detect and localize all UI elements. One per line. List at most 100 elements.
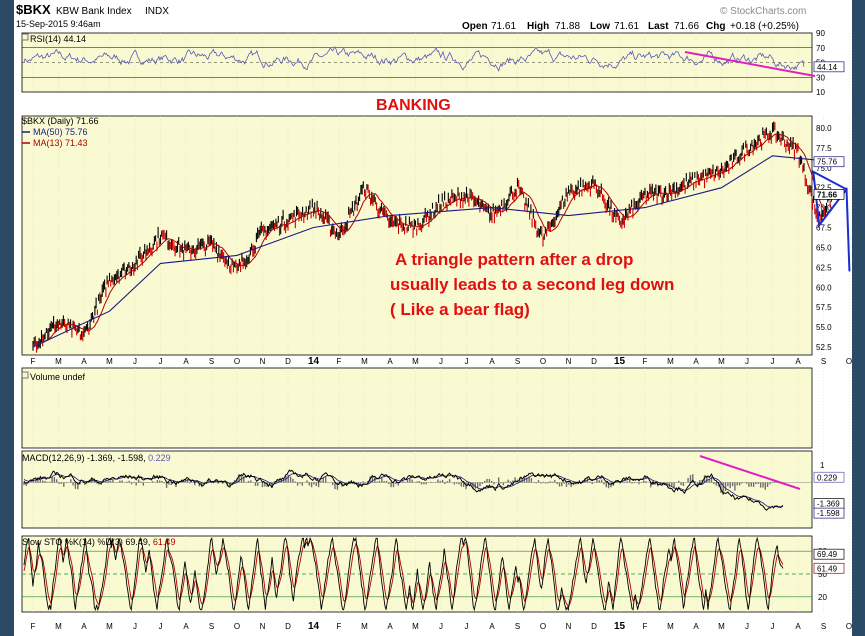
rsi-value-tag-text: 44.14 xyxy=(817,63,838,72)
x-tick-label-top: M xyxy=(412,357,419,366)
open-value: 71.61 xyxy=(491,21,516,32)
price-y-tick: 52.5 xyxy=(816,343,832,352)
macd-hist-tag-text: 0.229 xyxy=(817,473,838,482)
high-value: 71.88 xyxy=(555,21,580,32)
x-tick-label-bottom: D xyxy=(591,622,597,631)
x-tick-label-top: M xyxy=(106,357,113,366)
x-tick-label-top: O xyxy=(846,357,852,366)
index-name: KBW Bank Index xyxy=(56,6,132,17)
x-tick-label-top: A xyxy=(183,357,189,366)
sto-label: Slow STO %K(14) %D(3) 69.49, 61.49 xyxy=(22,537,175,547)
price-y-tick: 60.0 xyxy=(816,283,832,292)
symbol-label: $BKX xyxy=(16,2,51,17)
x-tick-label-bottom: 15 xyxy=(614,621,626,632)
sto-k-tag-text: 69.49 xyxy=(817,550,838,559)
note-line-3: ( Like a bear flag) xyxy=(390,300,530,319)
macd-value-tag-text: -1.369 xyxy=(817,500,840,509)
x-tick-label-top: A xyxy=(693,357,699,366)
x-tick-label-top: D xyxy=(591,357,597,366)
timestamp: 15-Sep-2015 9:46am xyxy=(16,19,101,29)
rsi-y-tick: 90 xyxy=(816,29,825,38)
x-tick-label-bottom: A xyxy=(795,622,801,631)
open-label: Open xyxy=(462,21,488,32)
macd-y-tick: 1 xyxy=(820,461,825,470)
low-label: Low xyxy=(590,21,610,32)
x-tick-label-bottom: N xyxy=(260,622,266,631)
x-tick-label-bottom: S xyxy=(209,622,214,631)
x-tick-label-bottom: O xyxy=(234,622,240,631)
x-tick-label-bottom: S xyxy=(821,622,826,631)
x-tick-label-top: S xyxy=(821,357,826,366)
x-tick-label-top: J xyxy=(439,357,443,366)
x-tick-label-bottom: F xyxy=(337,622,342,631)
price-y-tick: 57.5 xyxy=(816,303,832,312)
x-tick-label-top: M xyxy=(55,357,62,366)
x-tick-label-bottom: M xyxy=(667,622,674,631)
x-tick-label-bottom: O xyxy=(846,622,852,631)
price-y-tick: 62.5 xyxy=(816,263,832,272)
last-label: Last xyxy=(648,21,669,32)
rsi-y-tick: 70 xyxy=(816,44,825,53)
chg-value: +0.18 (+0.25%) xyxy=(730,21,799,32)
price-y-tick: 65.0 xyxy=(816,243,832,252)
x-tick-label-bottom: M xyxy=(106,622,113,631)
price-value-tag-text: 71.66 xyxy=(817,190,838,199)
x-tick-label-top: F xyxy=(643,357,648,366)
x-tick-label-top: J xyxy=(771,357,775,366)
price-y-tick: 80.0 xyxy=(816,124,832,133)
x-tick-label-bottom: J xyxy=(771,622,775,631)
x-tick-label-top: A xyxy=(795,357,801,366)
rsi-label: RSI(14) 44.14 xyxy=(30,34,86,44)
x-tick-label-bottom: M xyxy=(412,622,419,631)
x-tick-label-bottom: A xyxy=(693,622,699,631)
price-y-tick: 55.0 xyxy=(816,323,832,332)
x-tick-label-bottom: 14 xyxy=(308,621,320,632)
quote-row: Open 71.61 High 71.88 Low 71.61 Last 71.… xyxy=(462,21,799,32)
x-tick-label-top: D xyxy=(285,357,291,366)
ma50-value-tag-text: 75.76 xyxy=(817,158,838,167)
brand-logo: © StockCharts.com xyxy=(720,6,806,17)
x-tick-label-bottom: M xyxy=(55,622,62,631)
x-tick-label-bottom: A xyxy=(183,622,189,631)
ma13-legend: MA(13) 71.43 xyxy=(33,138,88,148)
x-tick-label-top: M xyxy=(361,357,368,366)
banking-annotation: BANKING xyxy=(376,97,451,114)
sto-y-tick: 20 xyxy=(818,593,827,602)
x-tick-label-top: J xyxy=(745,357,749,366)
x-tick-label-bottom: J xyxy=(745,622,749,631)
x-tick-label-bottom: J xyxy=(133,622,137,631)
macd-label: MACD(12,26,9) -1.369, -1.598, 0.229 xyxy=(22,453,171,463)
x-tick-label-top: A xyxy=(387,357,393,366)
low-value: 71.61 xyxy=(614,21,639,32)
high-label: High xyxy=(527,21,549,32)
x-tick-label-bottom: A xyxy=(489,622,495,631)
x-tick-label-top: 15 xyxy=(614,356,626,367)
x-tick-label-bottom: F xyxy=(31,622,36,631)
x-tick-label-top: S xyxy=(209,357,214,366)
sto-d-tag-text: 61.49 xyxy=(817,564,838,573)
note-line-1: A triangle pattern after a drop xyxy=(395,250,633,269)
x-tick-label-bottom: A xyxy=(81,622,87,631)
price-y-tick: 77.5 xyxy=(816,144,832,153)
x-tick-label-top: A xyxy=(81,357,87,366)
x-tick-label-bottom: J xyxy=(159,622,163,631)
x-tick-label-top: F xyxy=(337,357,342,366)
price-legend-symbol: $BKX (Daily) 71.66 xyxy=(22,116,99,126)
x-tick-label-top: M xyxy=(667,357,674,366)
x-tick-label-bottom: J xyxy=(465,622,469,631)
x-tick-label-top: A xyxy=(489,357,495,366)
exchange-label: INDX xyxy=(145,6,169,17)
x-tick-label-top: 14 xyxy=(308,356,320,367)
x-tick-label-top: O xyxy=(540,357,546,366)
note-line-2: usually leads to a second leg down xyxy=(390,275,674,294)
x-tick-label-bottom: F xyxy=(643,622,648,631)
x-tick-label-bottom: N xyxy=(566,622,572,631)
vol-panel xyxy=(22,368,812,448)
x-tick-label-bottom: A xyxy=(387,622,393,631)
volume-label: Volume undef xyxy=(30,372,86,382)
x-tick-label-top: O xyxy=(234,357,240,366)
macd-signal-tag-text: -1.598 xyxy=(817,509,840,518)
x-tick-label-bottom: M xyxy=(361,622,368,631)
x-tick-label-top: N xyxy=(260,357,266,366)
